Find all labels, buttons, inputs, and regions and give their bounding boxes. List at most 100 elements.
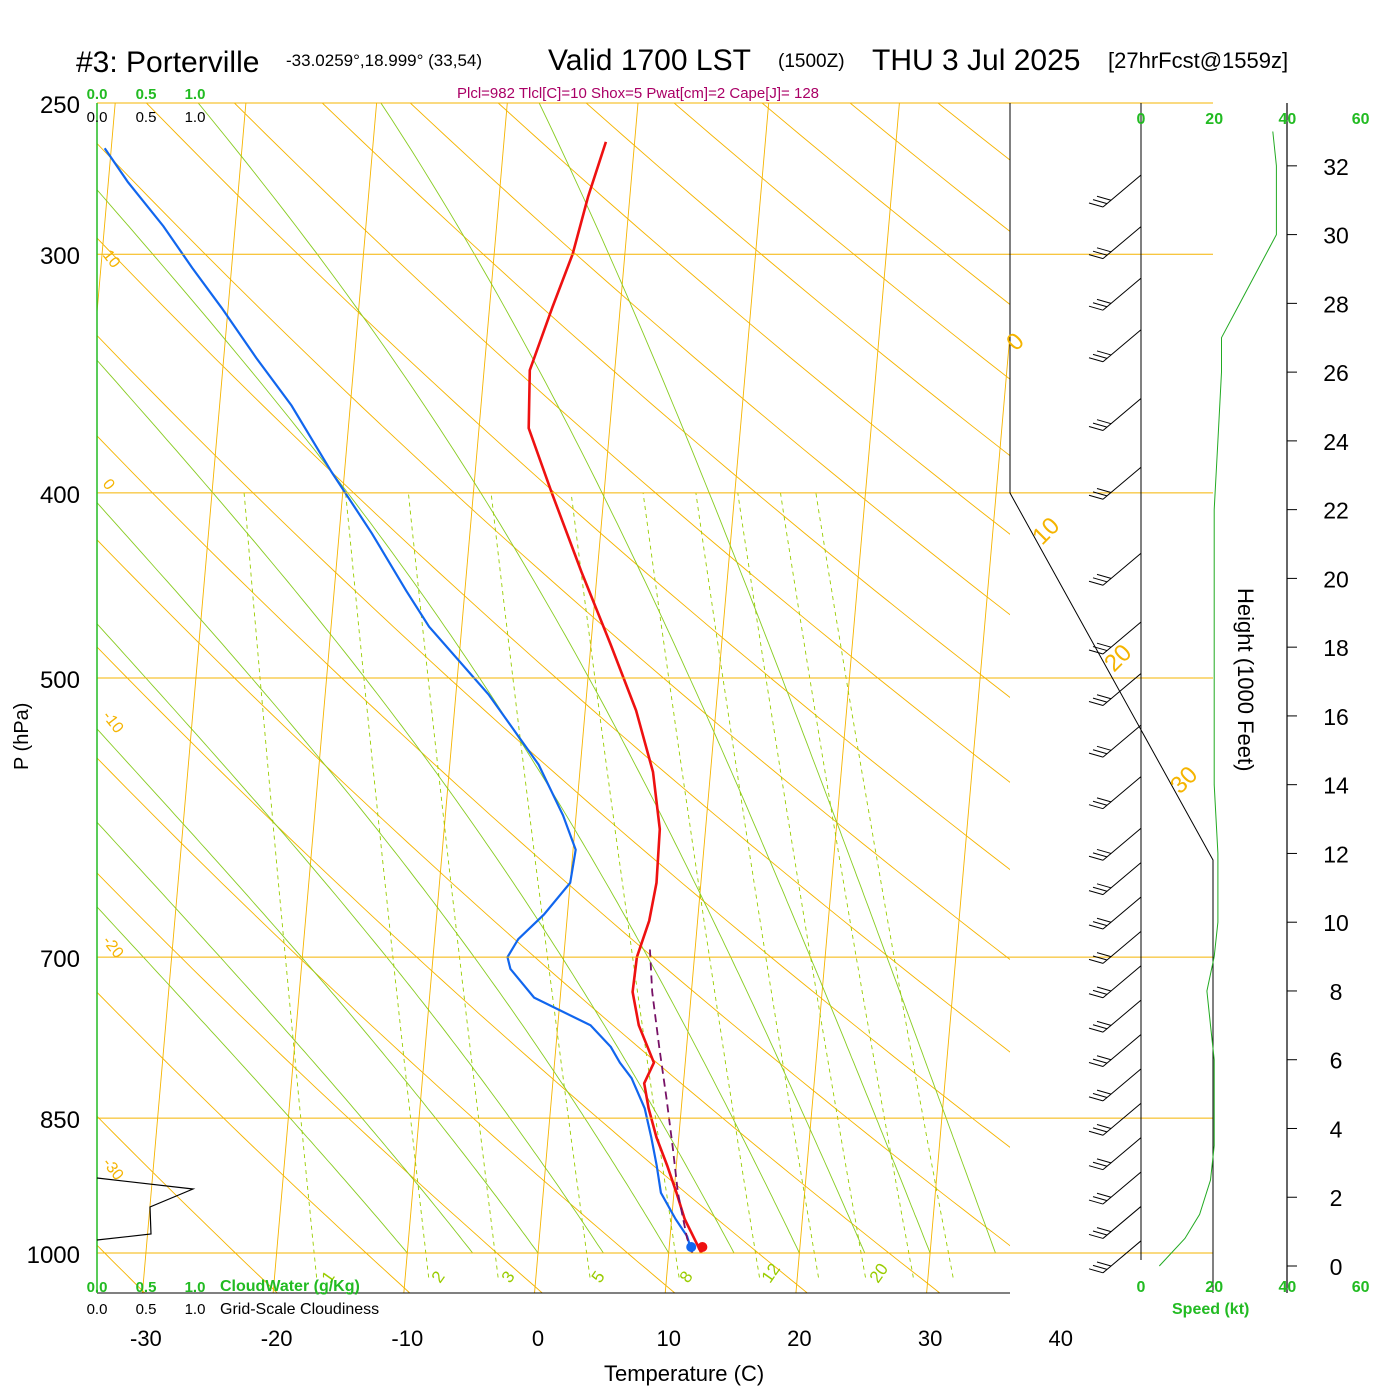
cloudiness-tick-bottom: 0.0 <box>87 1301 108 1318</box>
cloudiness-tick-top: 1.0 <box>185 109 206 126</box>
cloudwater-tick-bottom: 0.0 <box>87 1279 108 1296</box>
wind-barb <box>1088 174 1142 208</box>
dry-adiabat-line <box>97 646 808 1293</box>
wind-barb <box>1088 329 1142 363</box>
dry-adiabat-line <box>145 103 1010 871</box>
height-tick-label: 24 <box>1323 429 1349 455</box>
wind-barb <box>1088 1206 1142 1239</box>
height-tick-label: 8 <box>1330 979 1343 1005</box>
wind-barb <box>1088 827 1142 861</box>
isotherm-line <box>141 103 247 1293</box>
temperature-tick-label: 20 <box>787 1326 811 1351</box>
dry-adiabat-line <box>233 103 1010 783</box>
moist-adiabat-line <box>97 623 604 1254</box>
wind-barb <box>1088 965 1142 999</box>
dry-adiabat-line <box>937 103 1010 161</box>
height-tick-label: 32 <box>1323 154 1349 180</box>
moist-adiabat-line <box>97 189 800 1254</box>
wind-barb <box>1088 1137 1142 1171</box>
height-tick-label: 2 <box>1330 1185 1343 1211</box>
moist-adiabat-line <box>97 906 408 1254</box>
isotherm-label: 10 <box>1027 512 1065 550</box>
speed-tick-bottom: 60 <box>1352 1279 1370 1296</box>
wind-barb <box>1088 398 1142 431</box>
height-tick-label: 14 <box>1323 773 1349 799</box>
temperature-tick-label: 0 <box>532 1326 544 1351</box>
cloudiness-profile <box>96 1177 196 1241</box>
mixing-ratio-line <box>780 492 914 1278</box>
title-valid: Valid 1700 LST <box>548 44 751 77</box>
isotherm-label: 0 <box>99 476 118 494</box>
cloudwater-label: CloudWater (g/Kg) <box>220 1278 360 1295</box>
temperature-tick-label: -10 <box>391 1326 423 1351</box>
cloudiness-tick-top: 0.0 <box>87 109 108 126</box>
cloudwater-tick-bottom: 1.0 <box>185 1279 206 1296</box>
wind-barb <box>1088 999 1142 1033</box>
temperature-tick-label: -30 <box>130 1326 162 1351</box>
moist-adiabat-line <box>538 103 996 1254</box>
pressure-tick-label: 300 <box>40 243 80 270</box>
mixing-ratio-line <box>695 492 819 1278</box>
dry-adiabat-line <box>97 991 411 1293</box>
height-tick-label: 20 <box>1323 566 1349 592</box>
cloudiness-tick-bottom: 0.5 <box>136 1301 157 1318</box>
mixing-ratio-line <box>570 492 680 1278</box>
wind-barb <box>1088 1171 1142 1205</box>
moist-adiabat-line <box>197 103 866 1254</box>
moist-adiabat-line <box>97 359 735 1254</box>
mixing-ratio-line <box>490 492 591 1278</box>
height-axis-title: Height (1000 Feet) <box>1233 588 1258 771</box>
height-tick-label: 0 <box>1330 1254 1343 1280</box>
mixing-ratio-label: 20 <box>866 1260 892 1286</box>
chart-title: #3: Porterville -33.0259°,18.999° (33,54… <box>76 44 1288 79</box>
speed-tick-bottom: 40 <box>1279 1279 1297 1296</box>
plot-border <box>96 103 1214 1294</box>
surface-temperature-dot <box>697 1242 708 1252</box>
cloudwater-tick-top: 0.5 <box>136 86 157 103</box>
dry-adiabat-line <box>849 103 1010 232</box>
wind-barb <box>1088 724 1142 758</box>
temperature-tick-label: -20 <box>261 1326 293 1351</box>
height-tick-label: 26 <box>1323 360 1349 386</box>
pressure-tick-label: 1000 <box>27 1242 80 1269</box>
dry-adiabat-line <box>97 539 941 1293</box>
title-date: THU 3 Jul 2025 <box>872 44 1080 77</box>
pressure-axis-title: P (hPa) <box>11 703 33 770</box>
mixing-ratio-label: 3 <box>498 1268 519 1287</box>
height-tick-label: 30 <box>1323 223 1349 249</box>
moist-adiabat-line <box>380 103 931 1254</box>
wind-barb <box>1088 1034 1142 1068</box>
mixing-ratio-line <box>345 492 430 1278</box>
cloudiness-label: Grid-Scale Cloudiness <box>220 1301 379 1318</box>
title-coords: -33.0259°,18.999° (33,54) <box>286 51 482 70</box>
height-tick-label: 4 <box>1330 1116 1343 1142</box>
wind-barb <box>1088 226 1142 260</box>
isotherm-line <box>534 103 639 1293</box>
temperature-axis-title: Temperature (C) <box>604 1361 764 1386</box>
dry-adiabat-line <box>409 103 1010 616</box>
pressure-tick-label: 700 <box>40 946 80 973</box>
height-tick-label: 22 <box>1323 498 1349 524</box>
height-tick-label: 10 <box>1323 910 1349 936</box>
parcel-line <box>648 945 694 1254</box>
wind-barb <box>1088 466 1142 500</box>
isotherm-line <box>97 103 116 318</box>
mixing-ratio-line <box>243 492 318 1278</box>
speed-axis-title: Speed (kt) <box>1172 1301 1249 1318</box>
isotherm-line <box>795 103 900 1293</box>
wind-barb <box>1088 776 1142 810</box>
cloudwater-tick-top: 1.0 <box>185 86 206 103</box>
height-tick-label: 6 <box>1330 1048 1343 1074</box>
pressure-tick-label: 400 <box>40 482 80 509</box>
isotherm-line <box>664 103 770 1293</box>
pressure-tick-label: 250 <box>40 92 80 119</box>
cloudwater-tick-top: 0.0 <box>87 86 108 103</box>
cloudiness-tick-top: 0.5 <box>136 109 157 126</box>
wind-barb <box>1088 1102 1142 1136</box>
wind-barb <box>1088 552 1142 586</box>
isotherm-line <box>272 103 378 1293</box>
mixing-ratio-label: 5 <box>588 1268 609 1287</box>
wind-barb <box>1088 1240 1142 1274</box>
temperature-line <box>527 141 703 1254</box>
